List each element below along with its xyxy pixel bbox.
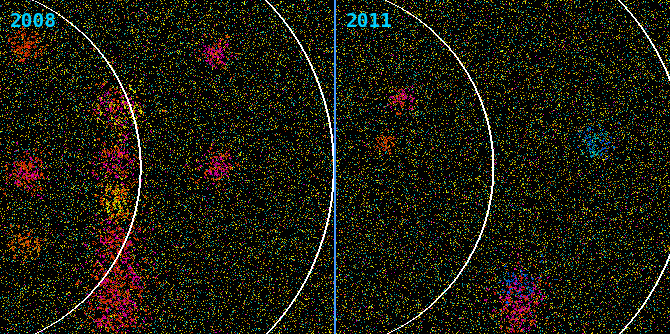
Text: 2008: 2008	[10, 12, 57, 31]
Text: 2011: 2011	[346, 12, 393, 31]
